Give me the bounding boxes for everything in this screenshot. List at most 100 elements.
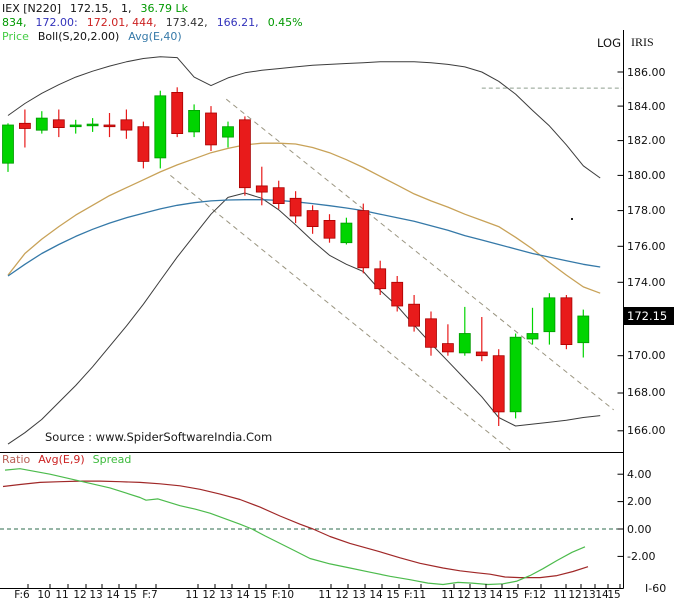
bollinger-upper-line [7,56,601,179]
candle [238,116,251,196]
instrument-label: IRIS [631,35,654,49]
time-axis-label: 12 [568,589,582,601]
candle [35,111,48,134]
candle [86,118,99,132]
candle [205,106,217,151]
trendline-1 [225,98,615,411]
time-axis-label: 15 [386,589,400,601]
price-axis-label: 184.00 [627,99,666,113]
ohlc-field: 173.42, [165,16,208,29]
candle [154,90,167,169]
candle [2,123,14,172]
time-axis-label: 15 [123,589,137,601]
candle [543,293,556,345]
price-axis-label: 182.00 [627,134,666,148]
candle [255,166,268,206]
candle [188,104,201,138]
ohlc-field: 172.01, 444, [86,16,157,29]
time-axis-label: F:11 [403,589,427,601]
indicator-panel [0,468,622,586]
time-axis-label: 14 [595,589,609,601]
time-axis-label: 11 [441,589,455,601]
candle [526,307,539,345]
study-label: Boll(S,20,2.00) [37,30,120,43]
ema40-line [7,199,601,277]
candle [475,317,488,362]
candle [52,109,65,138]
time-axis-label: 14 [106,589,120,601]
indicator-legend-item: Spread [92,453,132,466]
study-label: Avg(E,40) [128,30,182,43]
candle [306,205,319,234]
candle [103,113,116,138]
ohlc-field: 0.45% [267,16,303,29]
price-axis-label: 168.00 [627,386,666,400]
trendline-2 [170,175,513,452]
time-axis-label: 12 [457,589,471,601]
price-axis-label: 186.00 [627,65,666,79]
time-axis-label: 13 [473,589,487,601]
indicator-legend: Ratio Avg(E,9) Spread [2,453,139,466]
time-axis-label: F:6 [14,589,30,601]
price-axis-label: 178.00 [627,204,666,218]
indicator-axis-label: 0.00 [627,522,652,536]
candle [458,306,471,356]
time-axis-label: 13 [89,589,103,601]
header-line-studies: Price Boll(S,20,2.00) Avg(E,40) [2,30,191,43]
time-axis-label: 11 [55,589,69,601]
time-axis-label: 12 [335,589,349,601]
candle [272,180,285,209]
time-axis-label: 15 [253,589,267,601]
indicator-axis-label: 4.00 [627,467,652,481]
time-axis-label: 15 [505,589,519,601]
candle [560,295,573,350]
time-axis-label: F:7 [142,589,158,601]
time-axis-label: 13 [582,589,596,601]
candle [137,121,150,169]
candle [357,203,370,274]
candle [441,324,454,356]
indicator-legend-item: Avg(E,9) [38,453,85,466]
candle [408,295,421,332]
candle [222,121,234,148]
time-axis-label: 11 [318,589,332,601]
candle [323,214,336,243]
time-axis-label: 12 [202,589,216,601]
candle [340,217,353,245]
time-axis-label: 14 [369,589,383,601]
price-axis-label: 174.00 [627,275,666,289]
candle [391,276,404,312]
price-axis-label: 176.00 [627,239,666,253]
time-axis-label: 14 [236,589,250,601]
ohlc-field: 166.21, [216,16,259,29]
time-axis-label: 14 [489,589,503,601]
ohlc-field: 172.00: [35,16,78,29]
log-scale-label: LOG [597,36,621,50]
candle [509,333,522,419]
quote-field: 172.15, [70,2,113,15]
indicator-legend-item: Ratio [2,453,31,466]
spread-line [4,468,586,586]
time-axis-label: F:12 [523,589,547,601]
candle [69,119,82,134]
candle [374,260,387,295]
price-panel [2,56,622,452]
bollinger-lower-line [7,192,601,445]
time-axis-label: 11 [553,589,567,601]
quote-field: IEX [N220] [2,2,62,15]
candle [120,109,133,139]
time-axis-label: 12 [73,589,87,601]
price-axis-label: 166.00 [627,424,666,438]
price-axis-label: 170.00 [627,349,666,363]
price-axis-label: 180.00 [627,168,666,182]
time-axis-label: 13 [352,589,366,601]
time-axis-label: 10 [37,589,51,601]
source-note: Source : www.SpiderSoftwareIndia.Com [45,430,273,444]
quote-field: 1, [121,2,132,15]
candle [492,349,505,426]
header-line-quote: IEX [N220] 172.15, 1, 36.79 Lk [2,2,197,15]
study-label: Price [2,30,29,43]
time-axis-label: 15 [607,589,621,601]
